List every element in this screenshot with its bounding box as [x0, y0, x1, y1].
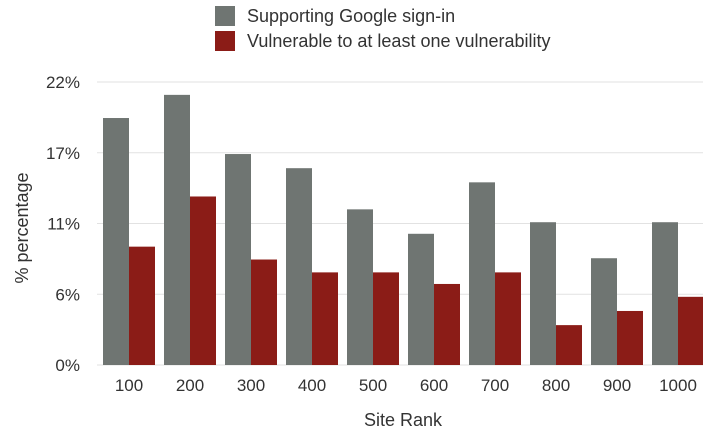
y-tick-label-4: 22%	[46, 73, 80, 92]
y-tick-label-2: 11%	[47, 215, 80, 234]
x-tick-label-700: 700	[481, 376, 509, 395]
bar-series2-400	[312, 272, 338, 365]
bar-series1-200	[164, 94, 190, 365]
x-tick-label-900: 900	[603, 376, 631, 395]
y-axis-title: % percentage	[12, 172, 32, 283]
bar-series2-900	[617, 310, 643, 365]
bar-series1-300	[225, 154, 251, 365]
x-axis-title: Site Rank	[364, 410, 443, 430]
legend-swatch-1	[215, 6, 235, 26]
x-tick-label-600: 600	[420, 376, 448, 395]
x-tick-label-100: 100	[115, 376, 143, 395]
bar-series1-100	[103, 118, 129, 365]
x-tick-label-200: 200	[176, 376, 204, 395]
x-axis-ticks: 100 200 300 400 500 600 700 800 900 1000	[115, 376, 697, 395]
bar-series2-800	[556, 325, 582, 365]
bar-series2-600	[434, 283, 460, 365]
legend-label-2: Vulnerable to at least one vulnerability	[247, 31, 551, 51]
legend: Supporting Google sign-in Vulnerable to a…	[215, 6, 551, 51]
y-tick-label-1: 6%	[55, 285, 80, 304]
legend-label-1: Supporting Google sign-in	[247, 6, 455, 26]
y-axis-ticks: 0% 6% 11% 17% 22%	[46, 73, 80, 375]
bar-series2-200	[190, 196, 216, 365]
y-tick-label-3: 17%	[46, 144, 80, 163]
y-tick-label-0: 0%	[55, 356, 80, 375]
bar-series1-400	[286, 168, 312, 365]
x-tick-label-400: 400	[298, 376, 326, 395]
bar-series2-100	[129, 246, 155, 365]
bar-series2-300	[251, 259, 277, 365]
bars	[103, 94, 703, 365]
bar-series2-1000	[678, 296, 703, 365]
x-tick-label-500: 500	[359, 376, 387, 395]
bar-series1-900	[591, 258, 617, 365]
bar-series2-500	[373, 272, 399, 365]
x-tick-label-1000: 1000	[659, 376, 697, 395]
bar-series1-600	[408, 233, 434, 365]
bar-series1-700	[469, 182, 495, 365]
bar-series2-700	[495, 272, 521, 365]
x-tick-label-800: 800	[542, 376, 570, 395]
legend-swatch-2	[215, 31, 235, 51]
bar-series1-500	[347, 209, 373, 365]
bar-series1-800	[530, 222, 556, 365]
bar-series1-1000	[652, 222, 678, 365]
x-tick-label-300: 300	[237, 376, 265, 395]
